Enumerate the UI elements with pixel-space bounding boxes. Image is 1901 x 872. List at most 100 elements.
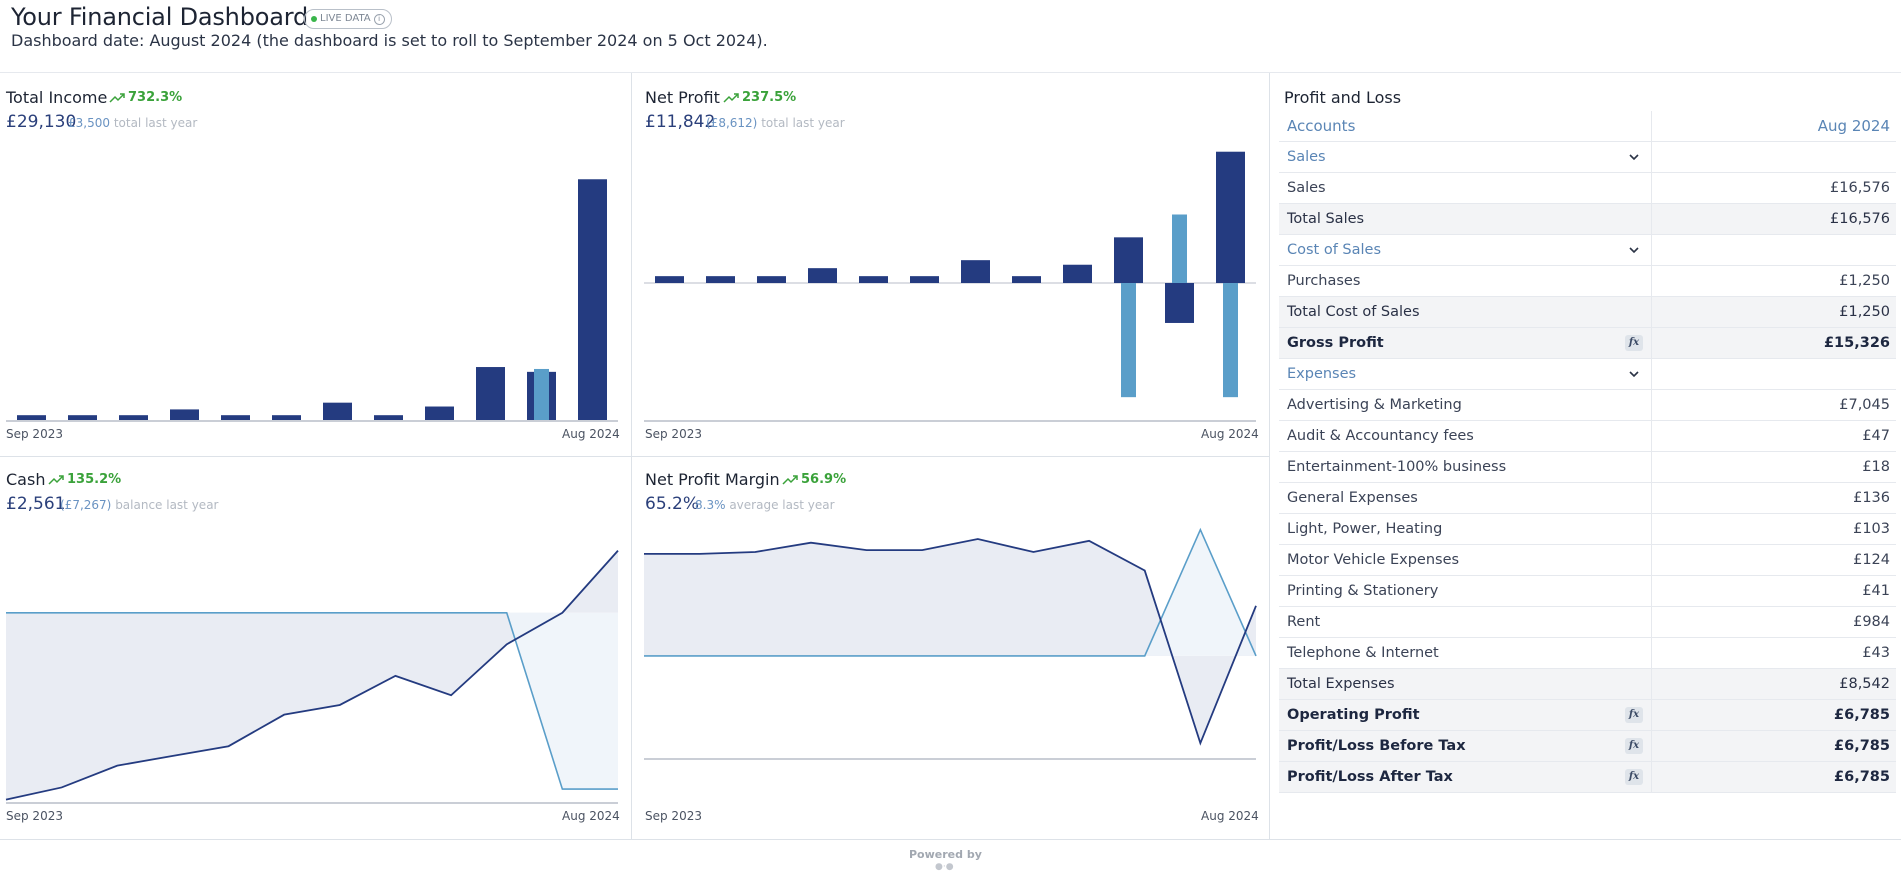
bar	[859, 276, 888, 283]
net-profit-chart[interactable]	[638, 140, 1269, 450]
compare-value: 8.3%	[695, 498, 726, 512]
column-divider	[1651, 173, 1652, 203]
column-divider	[1651, 235, 1652, 265]
formula-fx-icon[interactable]: fx	[1625, 707, 1643, 723]
trend-up-icon	[782, 474, 798, 485]
trend-up-icon	[48, 474, 64, 485]
account-value: £43	[1862, 645, 1890, 661]
trend-percent: 135.2%	[67, 472, 122, 487]
chevron-down-icon[interactable]	[1629, 152, 1639, 162]
column-divider	[1651, 390, 1652, 420]
dashboard-header: Your Financial Dashboard LIVE DATA i Das…	[0, 0, 1901, 73]
x-axis-start-label: Sep 2023	[6, 427, 63, 441]
account-name: General Expenses	[1287, 490, 1418, 506]
total-income-chart[interactable]	[0, 140, 631, 450]
column-divider	[1651, 297, 1652, 327]
chart-title: Net Profit Margin	[645, 470, 780, 489]
column-divider	[1651, 142, 1652, 172]
account-name: Motor Vehicle Expenses	[1287, 552, 1460, 568]
column-divider	[1651, 204, 1652, 234]
bar	[655, 276, 684, 283]
column-divider	[1651, 700, 1652, 730]
trend-indicator: 56.9%	[782, 472, 846, 487]
trend-percent: 56.9%	[801, 472, 847, 487]
period-column-header[interactable]: Aug 2024	[1817, 117, 1890, 135]
net-profit-margin-chart[interactable]	[638, 520, 1269, 810]
account-value: £8,542	[1839, 676, 1890, 692]
chart-title: Total Income	[6, 88, 108, 107]
account-value: £6,785	[1834, 738, 1890, 754]
cash-chart[interactable]	[0, 520, 631, 810]
metric-value: 65.2%	[645, 494, 700, 514]
account-name: Cost of Sales	[1287, 242, 1382, 258]
comparison-area	[644, 529, 1256, 656]
account-value: £136	[1853, 490, 1890, 506]
formula-fx-icon[interactable]: fx	[1625, 335, 1643, 351]
column-divider	[1651, 638, 1652, 668]
table-row: Gross Profit fx £15,326	[1279, 328, 1896, 359]
column-divider	[1651, 111, 1652, 141]
bar	[1063, 264, 1092, 283]
account-value: £16,576	[1830, 211, 1890, 227]
trend-up-icon	[723, 92, 739, 103]
column-divider	[1651, 514, 1652, 544]
chevron-down-icon[interactable]	[1629, 369, 1639, 379]
powered-by-label: Powered by	[909, 848, 982, 861]
trend-percent: 237.5%	[742, 90, 797, 105]
column-divider	[1651, 545, 1652, 575]
trend-percent: 732.3%	[128, 90, 183, 105]
trend-indicator: 732.3%	[109, 90, 182, 105]
account-name: Profit/Loss Before Tax	[1287, 738, 1466, 754]
chevron-down-icon[interactable]	[1629, 245, 1639, 255]
compare-caption: total last year	[113, 116, 198, 130]
column-divider	[1651, 731, 1652, 761]
x-axis-start-label: Sep 2023	[645, 427, 702, 441]
bar	[119, 415, 148, 420]
bar	[1216, 151, 1245, 283]
account-value: £103	[1853, 521, 1890, 537]
grid-divider	[0, 456, 1269, 457]
live-data-badge[interactable]: LIVE DATA i	[304, 9, 392, 29]
column-divider	[1651, 607, 1652, 637]
account-name: Purchases	[1287, 273, 1361, 289]
bar	[272, 415, 301, 420]
series-area	[644, 538, 1256, 744]
comparison-line	[644, 527, 1257, 657]
column-divider	[1651, 452, 1652, 482]
x-axis-end-label: Aug 2024	[1201, 809, 1259, 823]
table-row: Operating Profit fx £6,785	[1279, 700, 1896, 731]
section-header-row[interactable]: Cost of Sales	[1279, 235, 1896, 266]
column-divider	[1651, 483, 1652, 513]
section-header-row[interactable]: Sales	[1279, 142, 1896, 173]
compare-value: (£8,612)	[706, 116, 758, 130]
section-header-row[interactable]: Expenses	[1279, 359, 1896, 390]
account-name: Total Expenses	[1287, 676, 1395, 692]
bar	[221, 415, 250, 420]
table-row: Entertainment-100% business £18	[1279, 452, 1896, 483]
info-icon[interactable]: i	[373, 13, 385, 25]
accounts-column-header[interactable]: Accounts	[1287, 117, 1356, 135]
formula-fx-icon[interactable]: fx	[1625, 738, 1643, 754]
bar	[757, 276, 786, 283]
account-name: Telephone & Internet	[1287, 645, 1439, 661]
compare-value: £3,500	[68, 116, 110, 130]
table-row: Purchases £1,250	[1279, 266, 1896, 297]
trend-indicator: 135.2%	[48, 472, 121, 487]
live-data-label: LIVE DATA	[320, 13, 371, 24]
bar	[374, 415, 403, 420]
bar	[68, 415, 97, 420]
comparison-area	[6, 612, 618, 790]
comparison-line	[6, 611, 618, 790]
compare-caption: average last year	[729, 498, 835, 512]
table-row: Advertising & Marketing £7,045	[1279, 390, 1896, 421]
account-name: Sales	[1287, 149, 1326, 165]
column-divider	[1651, 576, 1652, 606]
account-value: £984	[1853, 614, 1890, 630]
account-name: Operating Profit	[1287, 707, 1420, 723]
bar	[534, 368, 549, 420]
table-row: Motor Vehicle Expenses £124	[1279, 545, 1896, 576]
account-value: £1,250	[1839, 273, 1890, 289]
formula-fx-icon[interactable]: fx	[1625, 769, 1643, 785]
bar	[1121, 283, 1136, 398]
table-row: Rent £984	[1279, 607, 1896, 638]
